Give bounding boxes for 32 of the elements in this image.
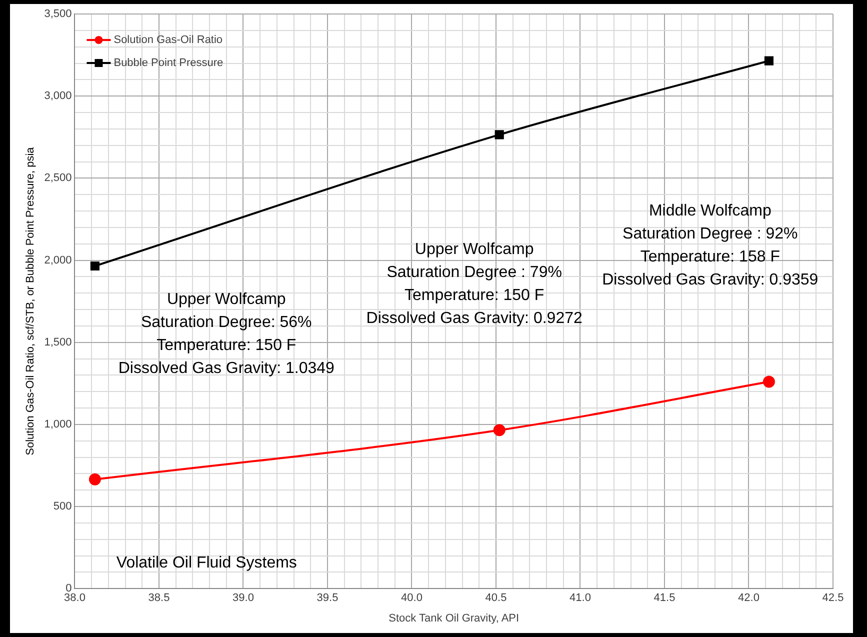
x-tick-label: 40.0 (401, 592, 422, 604)
x-tick-label: 38.0 (64, 592, 86, 604)
x-tick-label: 39.5 (316, 592, 338, 604)
x-tick-label: 38.5 (148, 592, 170, 604)
point (494, 130, 504, 140)
y-axis-title: Solution Gas-Oil Ratio, scf/STB, or Bubble Point Pressure, psia (24, 146, 37, 456)
point (762, 376, 775, 388)
y-tick-label: 3,500 (44, 8, 72, 20)
annotation: Upper Wolfcamp Saturation Degree: 56% Temperature: 150 F Dissolved Gas Gravity: 1.0349 (118, 290, 335, 377)
y-tick-label: 1,000 (44, 418, 72, 430)
point (88, 473, 101, 486)
x-tick-label: 41.5 (654, 592, 676, 604)
y-tick-label: 3,000 (44, 90, 72, 102)
annotation: Volatile Oil Fluid Systems (116, 554, 297, 572)
point (493, 424, 506, 436)
legend-label: Solution Gas-Oil Ratio (114, 34, 223, 46)
y-tick-label: 2,500 (44, 172, 72, 184)
point (90, 261, 100, 271)
y-tick-label: 1,500 (44, 336, 72, 348)
x-tick-label: 40.5 (485, 592, 507, 604)
point (764, 56, 774, 66)
x-tick-label: 41.0 (570, 592, 591, 604)
y-tick-label: 0 (66, 582, 72, 595)
legend-label: Bubble Point Pressure (114, 57, 224, 70)
x-tick-label: 42.0 (738, 592, 760, 604)
x-tick-label: 39.0 (232, 592, 254, 604)
annotation: Middle Wolfcamp Saturation Degree : 92% Temperature: 158 F Dissolved Gas Gravity: 0.9359 (602, 202, 818, 288)
y-tick-label: 500 (53, 500, 72, 513)
y-tick-label: 2,000 (44, 254, 72, 266)
x-tick-label: 42.5 (822, 592, 844, 604)
annotation: Upper Wolfcamp Saturation Degree : 79% Temperature: 150 F Dissolved Gas Gravity: 0.9272 (366, 240, 582, 327)
x-axis-title: Stock Tank Oil Gravity, API (388, 612, 520, 624)
